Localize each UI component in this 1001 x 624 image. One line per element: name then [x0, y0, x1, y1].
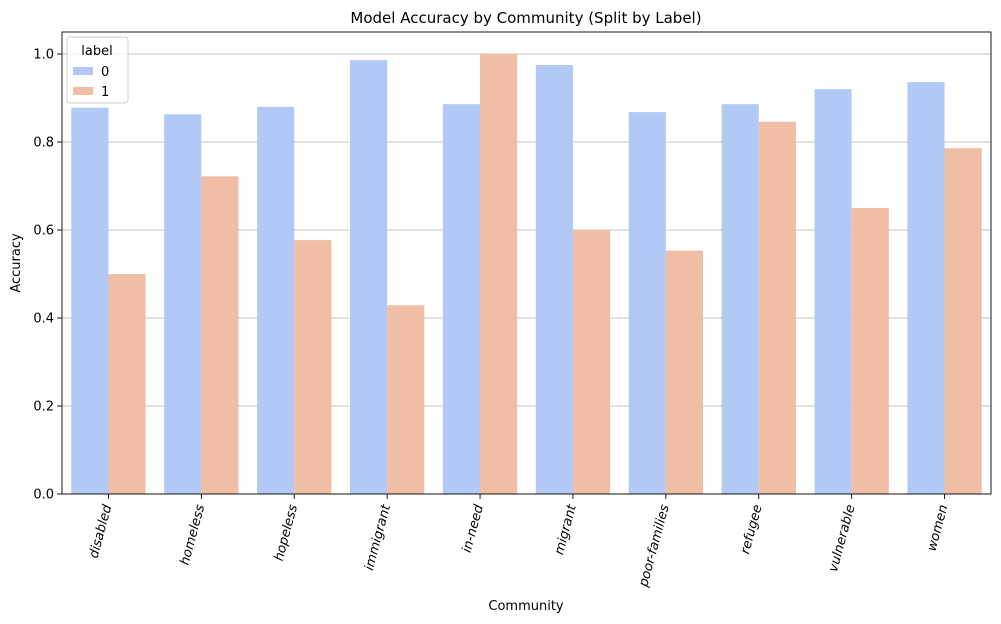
bar-hopeless-label-1 [294, 240, 332, 494]
bar-poor-families-label-1 [665, 250, 704, 494]
legend-swatch-1 [73, 87, 93, 95]
bar-disabled-label-1 [108, 274, 146, 494]
bar-women-label-1 [944, 148, 982, 494]
bar-immigrant-label-0 [349, 60, 388, 494]
bar-homeless-label-0 [164, 114, 202, 494]
legend-label-1: 1 [101, 85, 109, 100]
bar-migrant-label-0 [535, 65, 573, 494]
legend-box [66, 36, 129, 104]
bar-refugee-label-0 [721, 104, 759, 494]
legend-title: label [81, 44, 112, 59]
bar-in-need-label-0 [442, 104, 481, 494]
bar-migrant-label-1 [572, 230, 611, 494]
bar-immigrant-label-1 [387, 305, 425, 494]
y-tick-label: 0.2 [33, 400, 54, 415]
legend: label 0 1 [66, 36, 129, 104]
y-tick-label: 0.6 [33, 224, 54, 239]
bar-vulnerable-label-0 [814, 89, 852, 494]
bar-hopeless-label-0 [257, 106, 295, 495]
plot-frame [61, 31, 992, 495]
y-tick-label: 0.4 [33, 312, 54, 327]
bar-in-need-label-1 [480, 54, 518, 494]
y-tick-label: 0.0 [33, 488, 54, 503]
legend-swatch-0 [73, 67, 93, 75]
y-tick-label: 0.8 [33, 136, 54, 151]
y-axis-ticks: 0.0 0.2 0.4 0.6 0.8 1.0 [33, 48, 62, 503]
legend-label-0: 0 [101, 65, 109, 80]
bar-women-label-0 [907, 82, 945, 494]
bar-refugee-label-1 [758, 121, 796, 494]
chart-title: Model Accuracy by Community (Split by La… [350, 9, 701, 27]
y-tick-label: 1.0 [33, 48, 54, 63]
y-axis-label: Accuracy [9, 233, 24, 293]
bar-vulnerable-label-1 [851, 208, 889, 494]
bar-homeless-label-1 [201, 176, 239, 494]
bars [71, 54, 982, 495]
bar-disabled-label-0 [71, 107, 109, 495]
x-axis-label: Community [488, 599, 564, 614]
bar-poor-families-label-0 [628, 112, 666, 494]
